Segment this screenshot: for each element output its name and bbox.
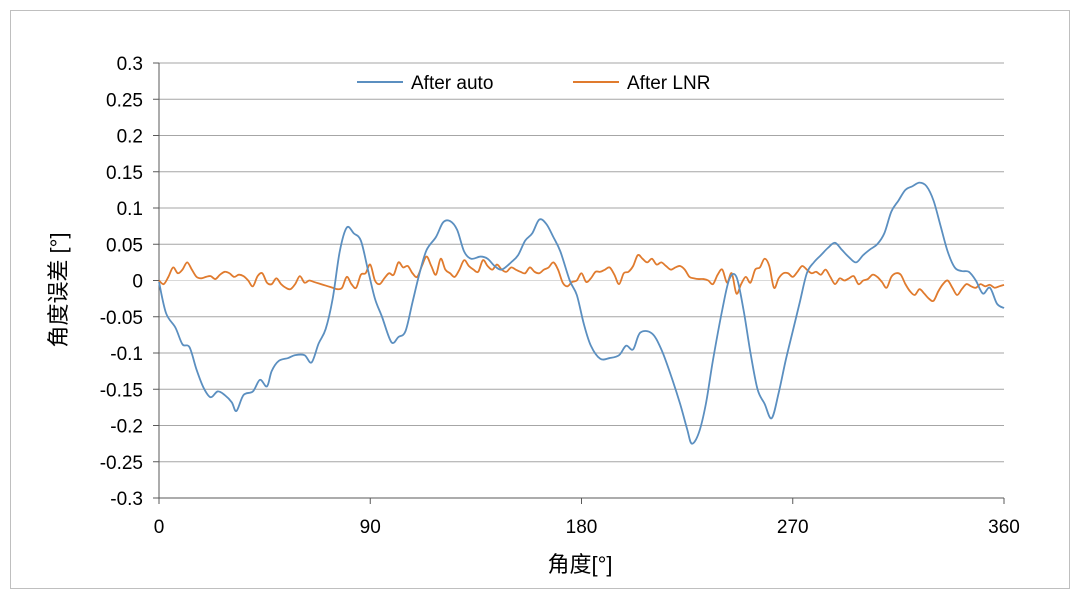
y-tick-label: -0.2 (110, 417, 143, 438)
y-tick-label: -0.25 (100, 453, 143, 474)
chart-frame (10, 10, 1070, 589)
gridlines (159, 62, 1004, 499)
series-lines (158, 181, 1005, 445)
y-tick-label: 0.15 (106, 163, 143, 184)
series-line-after-auto (158, 181, 1005, 445)
y-tick-label: 0.25 (106, 90, 143, 111)
y-tick-label: 0 (132, 272, 143, 293)
x-tick-label: 270 (777, 517, 809, 538)
x-tick-label: 180 (566, 517, 598, 538)
y-tick-label: -0.1 (110, 344, 143, 365)
y-tick-label: 0.05 (106, 235, 143, 256)
x-tick-label: 0 (154, 517, 165, 538)
x-tick-label: 360 (988, 517, 1020, 538)
y-tick-label: -0.3 (110, 489, 143, 510)
y-axis-title: 角度误差 [°] (46, 232, 71, 347)
y-tick-label: 0.2 (117, 127, 143, 148)
legend: After auto After LNR (357, 73, 710, 94)
x-tick-label: 90 (360, 517, 381, 538)
x-axis-title: 角度[°] (547, 552, 612, 577)
y-tick-label: 0.1 (117, 199, 143, 220)
legend-label: After auto (411, 73, 493, 94)
y-tick-label: 0.3 (117, 54, 143, 75)
legend-label: After LNR (627, 73, 710, 94)
x-axis-ticks: 0 90 180 270 360 (154, 498, 1020, 538)
y-axis-ticks: 0.3 0.25 0.2 0.15 0.1 0.05 0 -0.05 -0.1 -0.15 -0.2… (100, 54, 159, 510)
y-tick-label: -0.15 (100, 380, 143, 401)
y-tick-label: -0.05 (100, 308, 143, 329)
series-line-after-lnr (158, 254, 1005, 303)
